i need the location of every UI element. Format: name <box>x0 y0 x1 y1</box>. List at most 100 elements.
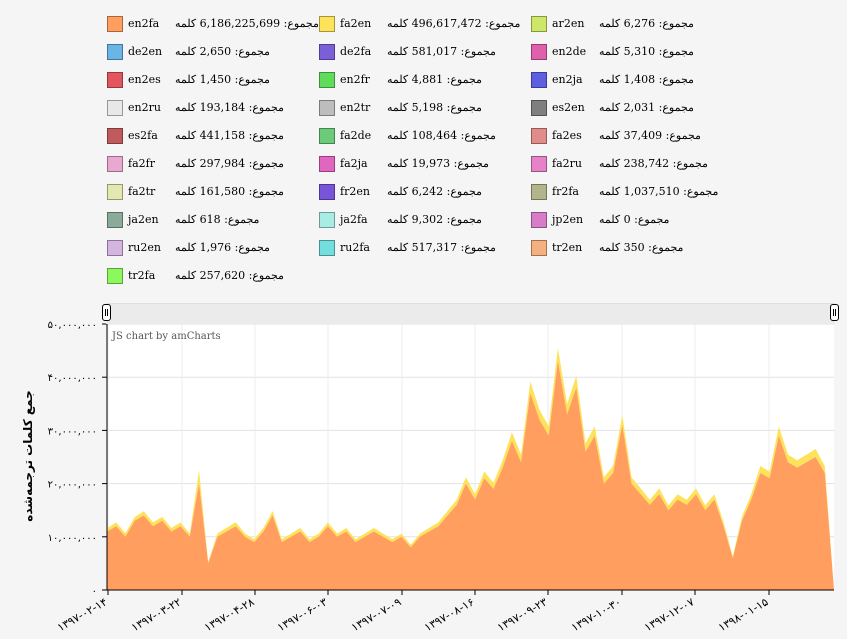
legend-label: de2fa <box>340 45 372 58</box>
legend-swatch <box>319 128 335 144</box>
legend-swatch <box>107 44 123 60</box>
legend-item-fa2ja[interactable]: fa2ja مجموع: 19,973 کلمه <box>319 154 519 174</box>
legend-swatch <box>107 156 123 172</box>
legend-item-fa2en[interactable]: fa2en مجموع: 496,617,472 کلمه <box>319 14 521 34</box>
legend-label: ru2fa <box>340 241 370 254</box>
legend-swatch <box>319 16 335 32</box>
legend-total: مجموع: 1,408 کلمه <box>599 73 694 86</box>
legend-item-ja2en[interactable]: ja2en مجموع: 618 کلمه <box>107 210 307 230</box>
legend-swatch <box>531 100 547 116</box>
legend-item-ja2fa[interactable]: ja2fa مجموع: 9,302 کلمه <box>319 210 519 230</box>
amcharts-credit[interactable]: JS chart by amCharts <box>112 331 221 342</box>
legend-item-en2fa[interactable]: en2fa مجموع: 6,186,225,699 کلمه <box>107 14 319 34</box>
legend-total: مجموع: 350 کلمه <box>599 241 684 254</box>
y-tick-label: ۵۰,۰۰۰,۰۰۰ <box>48 320 97 331</box>
legend-swatch <box>531 156 547 172</box>
legend-swatch <box>107 240 123 256</box>
x-tick-label: ۱۳۹۷-۱۰-۳۰ <box>569 595 623 634</box>
legend-total: مجموع: 618 کلمه <box>175 213 260 226</box>
legend-label: en2fr <box>340 73 370 86</box>
legend-swatch <box>531 128 547 144</box>
chart-scrollbar[interactable] <box>106 303 835 324</box>
y-tick-label: ۲۰,۰۰۰,۰۰۰ <box>48 480 97 491</box>
legend-total: مجموع: 441,158 کلمه <box>175 129 284 142</box>
legend-swatch <box>107 184 123 200</box>
legend-label: ja2en <box>128 213 159 226</box>
legend-item-en2ja[interactable]: en2ja مجموع: 1,408 کلمه <box>531 70 731 90</box>
legend-swatch <box>319 184 335 200</box>
legend-total: مجموع: 496,617,472 کلمه <box>387 17 521 30</box>
legend-item-en2fr[interactable]: en2fr مجموع: 4,881 کلمه <box>319 70 519 90</box>
x-tick-label: ۱۳۹۷-۰۶-۰۳ <box>275 595 329 634</box>
legend-label: de2en <box>128 45 163 58</box>
legend-item-en2tr[interactable]: en2tr مجموع: 5,198 کلمه <box>319 98 519 118</box>
legend-item-en2es[interactable]: en2es مجموع: 1,450 کلمه <box>107 70 307 90</box>
legend-label: fa2tr <box>128 185 156 198</box>
legend-label: fr2en <box>340 185 370 198</box>
legend-total: مجموع: 6,242 کلمه <box>387 185 482 198</box>
y-tick-label: ۳۰,۰۰۰,۰۰۰ <box>48 426 97 437</box>
scrollbar-left-grip[interactable] <box>102 304 111 321</box>
legend-swatch <box>319 44 335 60</box>
y-tick-label: ۰ <box>92 586 97 597</box>
legend-label: fa2de <box>340 129 372 142</box>
legend-swatch <box>107 100 123 116</box>
legend-swatch <box>319 72 335 88</box>
legend-item-ru2en[interactable]: ru2en مجموع: 1,976 کلمه <box>107 238 307 258</box>
legend-item-ru2fa[interactable]: ru2fa مجموع: 517,317 کلمه <box>319 238 519 258</box>
legend-item-es2fa[interactable]: es2fa مجموع: 441,158 کلمه <box>107 126 307 146</box>
x-tick-label: ۱۳۹۸-۰۱-۱۵ <box>716 595 770 634</box>
legend-item-fa2fr[interactable]: fa2fr مجموع: 297,984 کلمه <box>107 154 307 174</box>
legend-item-jp2en[interactable]: jp2en مجموع: 0 کلمه <box>531 210 731 230</box>
legend-item-tr2en[interactable]: tr2en مجموع: 350 کلمه <box>531 238 731 258</box>
legend-item-fr2en[interactable]: fr2en مجموع: 6,242 کلمه <box>319 182 519 202</box>
legend-swatch <box>531 240 547 256</box>
series-area-en2fa <box>107 361 834 590</box>
legend-total: مجموع: 297,984 کلمه <box>175 157 284 170</box>
legend-swatch <box>107 16 123 32</box>
legend-item-de2fa[interactable]: de2fa مجموع: 581,017 کلمه <box>319 42 519 62</box>
x-tick-label: ۱۳۹۷-۰۸-۱۶ <box>422 595 476 634</box>
legend-item-fa2es[interactable]: fa2es مجموع: 37,409 کلمه <box>531 126 731 146</box>
legend-total: مجموع: 108,464 کلمه <box>387 129 496 142</box>
scrollbar-right-grip[interactable] <box>830 304 839 321</box>
legend-item-fa2tr[interactable]: fa2tr مجموع: 161,580 کلمه <box>107 182 307 202</box>
x-tick-label: ۱۳۹۷-۰۲-۱۴ <box>55 595 109 634</box>
legend-item-fa2de[interactable]: fa2de مجموع: 108,464 کلمه <box>319 126 519 146</box>
legend-total: مجموع: 6,276 کلمه <box>599 17 694 30</box>
legend-item-ar2en[interactable]: ar2en مجموع: 6,276 کلمه <box>531 14 731 34</box>
legend-total: مجموع: 6,186,225,699 کلمه <box>175 17 319 30</box>
legend-item-tr2fa[interactable]: tr2fa مجموع: 257,620 کلمه <box>107 266 307 286</box>
legend-swatch <box>319 100 335 116</box>
x-tick-label: ۱۳۹۷-۱۲-۰۷ <box>642 595 696 634</box>
legend-label: fa2ru <box>552 157 582 170</box>
legend-total: مجموع: 9,302 کلمه <box>387 213 482 226</box>
legend-item-en2de[interactable]: en2de مجموع: 5,310 کلمه <box>531 42 731 62</box>
legend-label: tr2en <box>552 241 583 254</box>
legend-total: مجموع: 2,031 کلمه <box>599 101 694 114</box>
legend-item-fa2ru[interactable]: fa2ru مجموع: 238,742 کلمه <box>531 154 731 174</box>
legend-label: tr2fa <box>128 269 156 282</box>
legend: en2fa مجموع: 6,186,225,699 کلمه fa2en مجموع… <box>0 0 847 300</box>
y-tick-label: ۱۰,۰۰۰,۰۰۰ <box>48 533 97 544</box>
legend-item-fr2fa[interactable]: fr2fa مجموع: 1,037,510 کلمه <box>531 182 731 202</box>
legend-label: es2en <box>552 101 585 114</box>
legend-label: es2fa <box>128 129 158 142</box>
legend-swatch <box>319 240 335 256</box>
legend-swatch <box>107 128 123 144</box>
legend-swatch <box>531 16 547 32</box>
legend-label: jp2en <box>552 213 584 226</box>
legend-swatch <box>531 44 547 60</box>
legend-item-en2ru[interactable]: en2ru مجموع: 193,184 کلمه <box>107 98 307 118</box>
legend-label: ar2en <box>552 17 585 30</box>
legend-item-es2en[interactable]: es2en مجموع: 2,031 کلمه <box>531 98 731 118</box>
legend-item-de2en[interactable]: de2en مجموع: 2,650 کلمه <box>107 42 307 62</box>
legend-label: fa2fr <box>128 157 155 170</box>
legend-total: مجموع: 0 کلمه <box>599 213 670 226</box>
legend-total: مجموع: 19,973 کلمه <box>387 157 489 170</box>
legend-total: مجموع: 193,184 کلمه <box>175 101 284 114</box>
legend-total: مجموع: 581,017 کلمه <box>387 45 496 58</box>
legend-swatch <box>531 212 547 228</box>
legend-total: مجموع: 4,881 کلمه <box>387 73 482 86</box>
